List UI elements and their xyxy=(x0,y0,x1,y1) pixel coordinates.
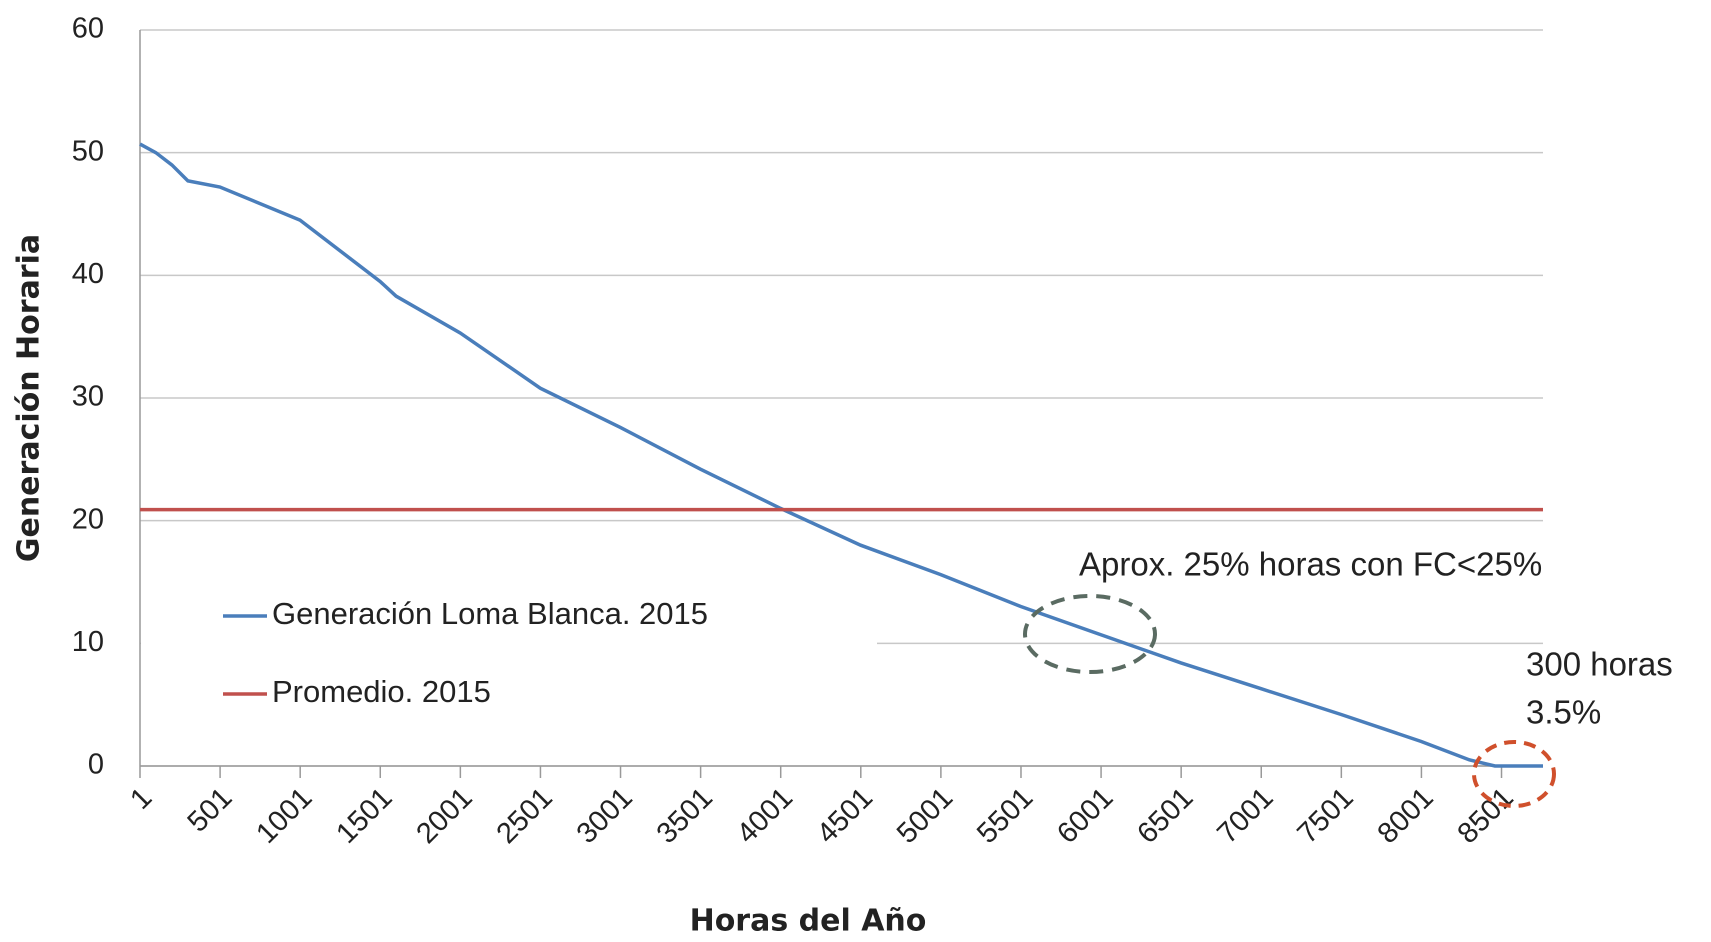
x-tick-label: 8501 xyxy=(1452,782,1520,850)
x-tick-label: 1001 xyxy=(250,782,318,850)
x-tick-label: 4501 xyxy=(811,782,879,850)
y-tick-label: 40 xyxy=(72,258,104,290)
highlight-ellipse xyxy=(1472,740,1556,808)
x-tick-label: 3501 xyxy=(651,782,719,850)
y-tick-label: 50 xyxy=(72,135,104,167)
y-tick-label: 60 xyxy=(72,13,104,45)
x-tick-label: 2001 xyxy=(410,782,478,850)
y-tick-label: 0 xyxy=(88,749,104,781)
x-tick-label: 6501 xyxy=(1131,782,1199,850)
x-tick-label: 5501 xyxy=(971,782,1039,850)
x-tick-label: 5001 xyxy=(891,782,959,850)
x-tick-label: 2501 xyxy=(491,782,559,850)
x-tick-label: 6001 xyxy=(1051,782,1119,850)
x-axis-title: Horas del Año xyxy=(690,904,927,939)
annotation: 300 horas xyxy=(1526,646,1673,683)
y-tick-label: 30 xyxy=(72,381,104,413)
x-tick-label: 1 xyxy=(124,782,158,816)
legend-label: Generación Loma Blanca. 2015 xyxy=(272,596,708,631)
x-tick-label: 501 xyxy=(182,782,239,839)
annotation: 3.5% xyxy=(1526,694,1601,731)
legend-box xyxy=(141,585,877,720)
highlight-ellipse xyxy=(1023,594,1157,674)
y-tick-label: 10 xyxy=(72,626,104,658)
x-tick-label: 7501 xyxy=(1291,782,1359,850)
y-tick-label: 20 xyxy=(72,503,104,535)
x-tick-label: 3001 xyxy=(571,782,639,850)
x-tick-label: 7001 xyxy=(1211,782,1279,850)
x-tick-label: 8001 xyxy=(1372,782,1440,850)
x-tick-label: 4001 xyxy=(731,782,799,850)
x-tick-label: 1501 xyxy=(330,782,398,850)
legend-label: Promedio. 2015 xyxy=(272,674,491,709)
series-line xyxy=(139,142,1543,768)
annotation: Aprox. 25% horas con FC<25% xyxy=(1079,546,1542,583)
y-axis-title: Generación Horaria xyxy=(12,234,47,562)
